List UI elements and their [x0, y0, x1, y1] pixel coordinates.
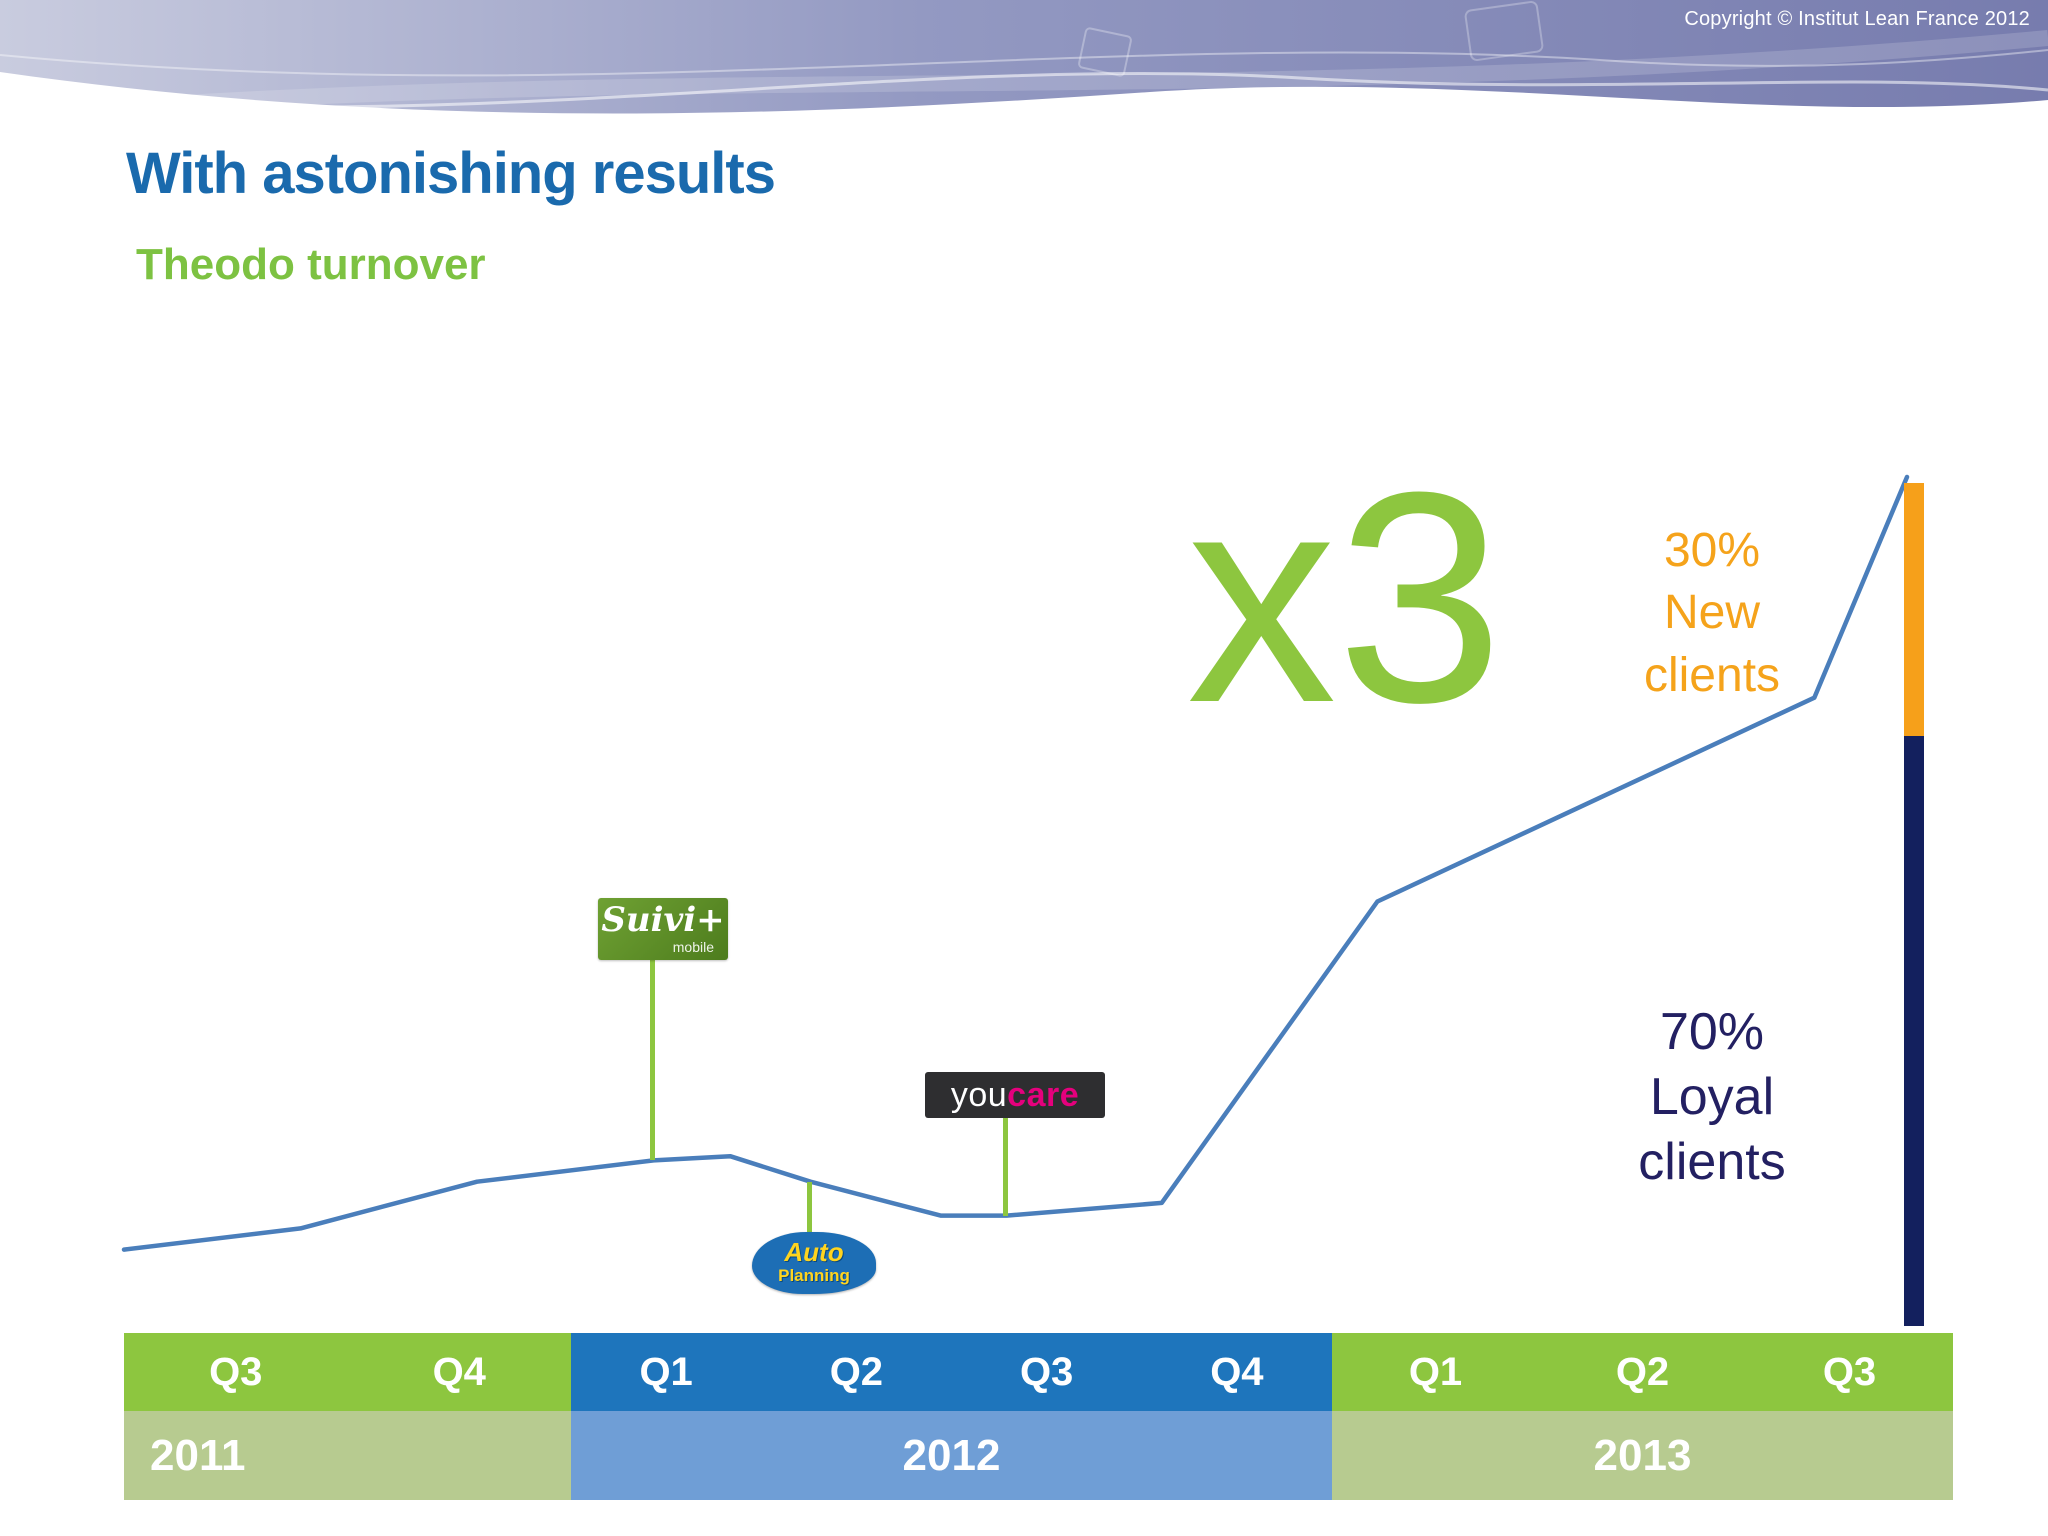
axis-year-label: 2013 — [1593, 1430, 1692, 1480]
axis-quarter-label: Q1 — [1408, 1349, 1463, 1394]
axis-quarter-label: Q4 — [1210, 1349, 1264, 1394]
suivi-logo-name: Suivi+ — [601, 900, 725, 940]
youcare-logo-part1: you — [950, 1075, 1008, 1114]
new-clients-line3: clients — [1643, 648, 1781, 702]
header-wave-band: Copyright © Institut Lean France 2012 — [0, 0, 2048, 140]
suivi-logo-sub: mobile — [672, 939, 714, 955]
loyal-clients-line3: clients — [1638, 1133, 1786, 1191]
header-wave-graphic — [0, 0, 2048, 124]
multiplier-annotation: x3 — [1186, 429, 1504, 765]
client-split-bar — [1904, 483, 1924, 1326]
year-group-2012: 2012 — [571, 1411, 1332, 1500]
axis-quarter-label: Q2 — [829, 1349, 884, 1394]
new-clients-line1: 30% — [1663, 524, 1761, 577]
youcare-connector-line — [1003, 1116, 1008, 1216]
axis-quarter-label: Q4 — [432, 1349, 486, 1394]
quarter-band: Q3 Q4 Q1 Q2 Q3 Q4 Q1 Q2 Q3 — [124, 1333, 1953, 1411]
copyright-text: Copyright © Institut Lean France 2012 — [1684, 8, 2030, 30]
axis-quarter-label: Q3 — [1019, 1349, 1074, 1394]
axis-quarter-label: Q1 — [639, 1349, 693, 1394]
quarter-group-2013: Q1 Q2 Q3 — [1332, 1333, 1953, 1411]
youcare-logo-part2: care — [1007, 1075, 1080, 1114]
quarter-group-2012: Q1 Q2 Q3 Q4 — [571, 1333, 1332, 1411]
autoplanning-logo: Auto Planning — [752, 1232, 876, 1294]
axis-year-label: 2012 — [902, 1430, 1001, 1480]
year-group-2011: 2011 — [124, 1411, 571, 1500]
axis-quarter-label: Q3 — [1822, 1349, 1877, 1394]
autoplanning-logo-line1: Auto — [784, 1237, 844, 1267]
axis-year-label: 2011 — [150, 1430, 246, 1480]
youcare-logo: you care — [925, 1072, 1105, 1118]
quarter-group-2011: Q3 Q4 — [124, 1333, 571, 1411]
bar-segment-loyal-clients — [1904, 735, 1924, 1326]
new-clients-annotation: 30% New clients — [1582, 520, 1842, 707]
loyal-clients-line1: 70% — [1659, 1003, 1765, 1061]
suivi-connector-line — [650, 958, 655, 1160]
loyal-clients-annotation: 70% Loyal clients — [1582, 1000, 1842, 1195]
page-title: With astonishing results — [126, 141, 776, 206]
year-group-2013: 2013 — [1332, 1411, 1953, 1500]
axis-quarter-label: Q2 — [1615, 1349, 1670, 1394]
bar-segment-new-clients — [1904, 483, 1924, 736]
time-axis: Q3 Q4 Q1 Q2 Q3 Q4 Q1 Q2 Q3 2011 2012 — [124, 1333, 1953, 1500]
suivi-mobile-logo: Suivi+ mobile — [598, 898, 728, 960]
autoplanning-logo-line2: Planning — [778, 1266, 850, 1285]
loyal-clients-line2: Loyal — [1649, 1068, 1775, 1126]
axis-quarter-label: Q3 — [209, 1349, 263, 1394]
year-band: 2011 2012 2013 — [124, 1411, 1953, 1500]
chart-subtitle: Theodo turnover — [136, 240, 486, 289]
new-clients-line2: New — [1663, 586, 1761, 640]
